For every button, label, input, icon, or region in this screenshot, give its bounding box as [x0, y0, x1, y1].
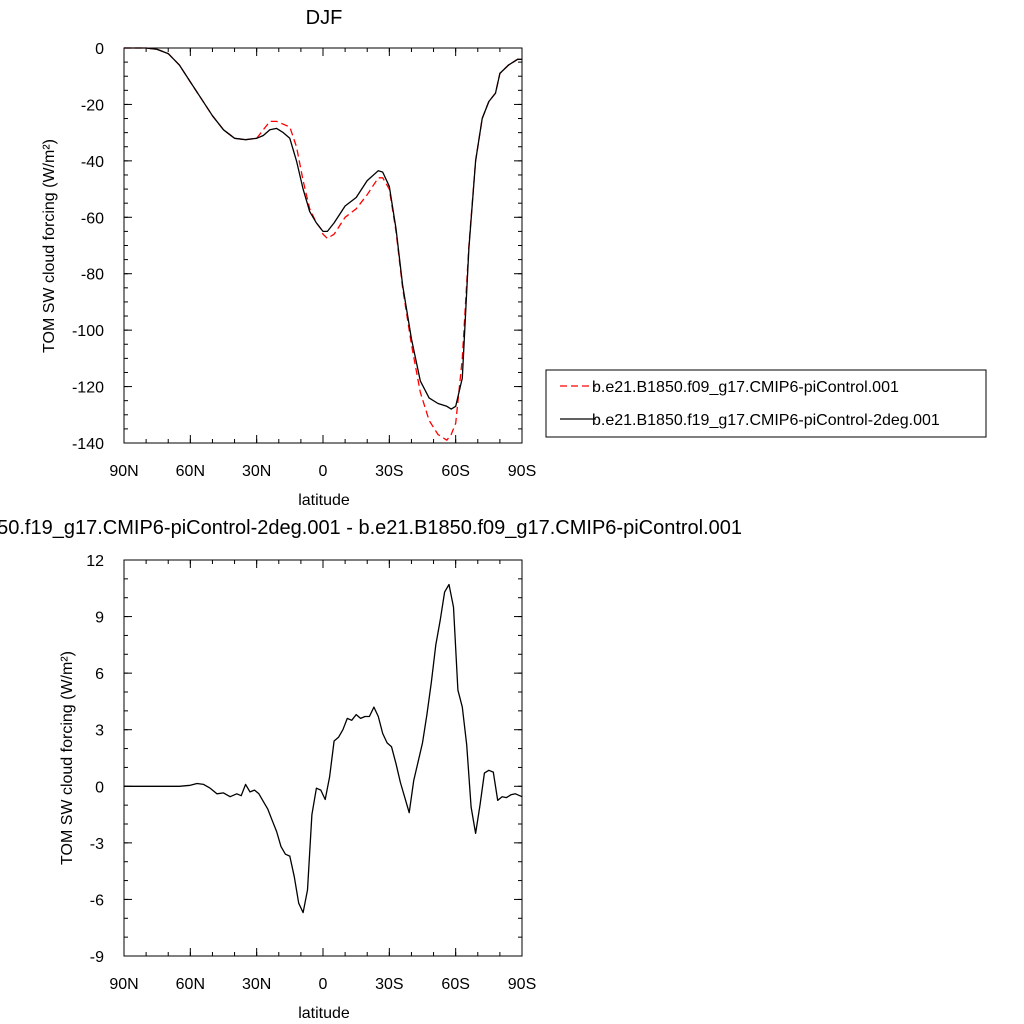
bottom-chart-y-tick-label: -3 — [90, 836, 104, 853]
bottom-chart-y-tick-label: 0 — [95, 779, 104, 796]
top-chart-x-tick-label: 90S — [508, 463, 536, 480]
bottom-chart-y-tick-label: 12 — [86, 553, 104, 570]
top-chart-y-tick-label: -140 — [72, 436, 104, 453]
bottom-chart-xlabel: latitude — [298, 1005, 350, 1022]
top-chart-y-tick-label: -20 — [81, 97, 104, 114]
bottom-chart-title: b.e21.B1850.f19_g17.CMIP6-piControl-2deg… — [0, 517, 742, 539]
top-chart-y-tick-label: -120 — [72, 380, 104, 397]
top-chart-frame — [123, 47, 523, 444]
top-chart-ylabel: TOM SW cloud forcing (W/m²) — [41, 139, 58, 353]
bottom-chart-y-tick-label: 6 — [95, 666, 104, 683]
bottom-chart-y-tick-label: -9 — [90, 949, 104, 966]
bottom-chart-lines — [124, 583, 523, 914]
top-chart-y-tick-label: -40 — [81, 154, 104, 171]
top-chart-ylabel-text: TOM SW cloud forcing (W/m²) — [41, 139, 58, 353]
bottom-chart-x-tick-label: 30N — [242, 976, 271, 993]
bottom-chart-x-tick-label: 90N — [109, 976, 138, 993]
top-chart-y-tick-label: -80 — [81, 267, 104, 284]
top-chart-panel: DJF TOM SW cloud forcing (W/m²) latitude… — [41, 7, 536, 509]
top-chart-y-tick-label: 0 — [95, 41, 104, 58]
bottom-chart-ylabel-text: TOM SW cloud forcing (W/m²) — [59, 651, 76, 865]
legend-label-series-1: b.e21.B1850.f09_g17.CMIP6-piControl.001 — [592, 379, 899, 396]
bottom-chart-ylabel: TOM SW cloud forcing (W/m²) — [59, 651, 76, 865]
top-chart-y-tick-label: -100 — [72, 323, 104, 340]
bottom-chart-x-tick-label: 60S — [441, 976, 469, 993]
bottom-chart-x-tick-label: 60N — [176, 976, 205, 993]
top-chart-x-tick-label: 0 — [319, 463, 328, 480]
top-chart-x-tick-label: 90N — [109, 463, 138, 480]
bottom-chart-frame — [123, 559, 523, 957]
bottom-chart-panel: b.e21.B1850.f19_g17.CMIP6-piControl-2deg… — [0, 517, 742, 1022]
top-chart-xlabel: latitude — [298, 492, 350, 509]
bottom-chart-y-tick-label: -6 — [90, 892, 104, 909]
top-chart-x-tick-label: 30S — [375, 463, 403, 480]
bottom-chart-x-tick-label: 30S — [375, 976, 403, 993]
bottom-chart-series-1-line — [124, 583, 523, 914]
top-chart-title: DJF — [306, 7, 343, 29]
top-chart-x-tick-label: 60S — [441, 463, 469, 480]
legend-label-series-2: b.e21.B1850.f19_g17.CMIP6-piControl-2deg… — [592, 412, 940, 429]
top-chart-x-tick-label: 30N — [242, 463, 271, 480]
top-chart-series-1-line — [124, 47, 522, 441]
bottom-chart-y-tick-label: 9 — [95, 610, 104, 627]
top-chart-ticks: 90N 60N 30N 0 30S 60S 90S 0 -20 -40 -60 -80 -100 -120… — [72, 41, 536, 480]
legend: b.e21.B1850.f09_g17.CMIP6-piControl.001 … — [545, 369, 987, 438]
top-chart-y-tick-label: -60 — [81, 210, 104, 227]
legend-box — [545, 369, 987, 438]
top-chart-lines — [124, 47, 522, 441]
bottom-chart-y-tick-label: 3 — [95, 723, 104, 740]
bottom-chart-x-tick-label: 0 — [319, 976, 328, 993]
bottom-chart-x-tick-label: 90S — [508, 976, 536, 993]
top-chart-x-tick-label: 60N — [176, 463, 205, 480]
bottom-chart-ticks: 90N 60N 30N 0 30S 60S 90S 12 9 6 3 0 -3 -6 -9 — [86, 553, 536, 993]
top-chart-series-2-line — [124, 47, 522, 410]
